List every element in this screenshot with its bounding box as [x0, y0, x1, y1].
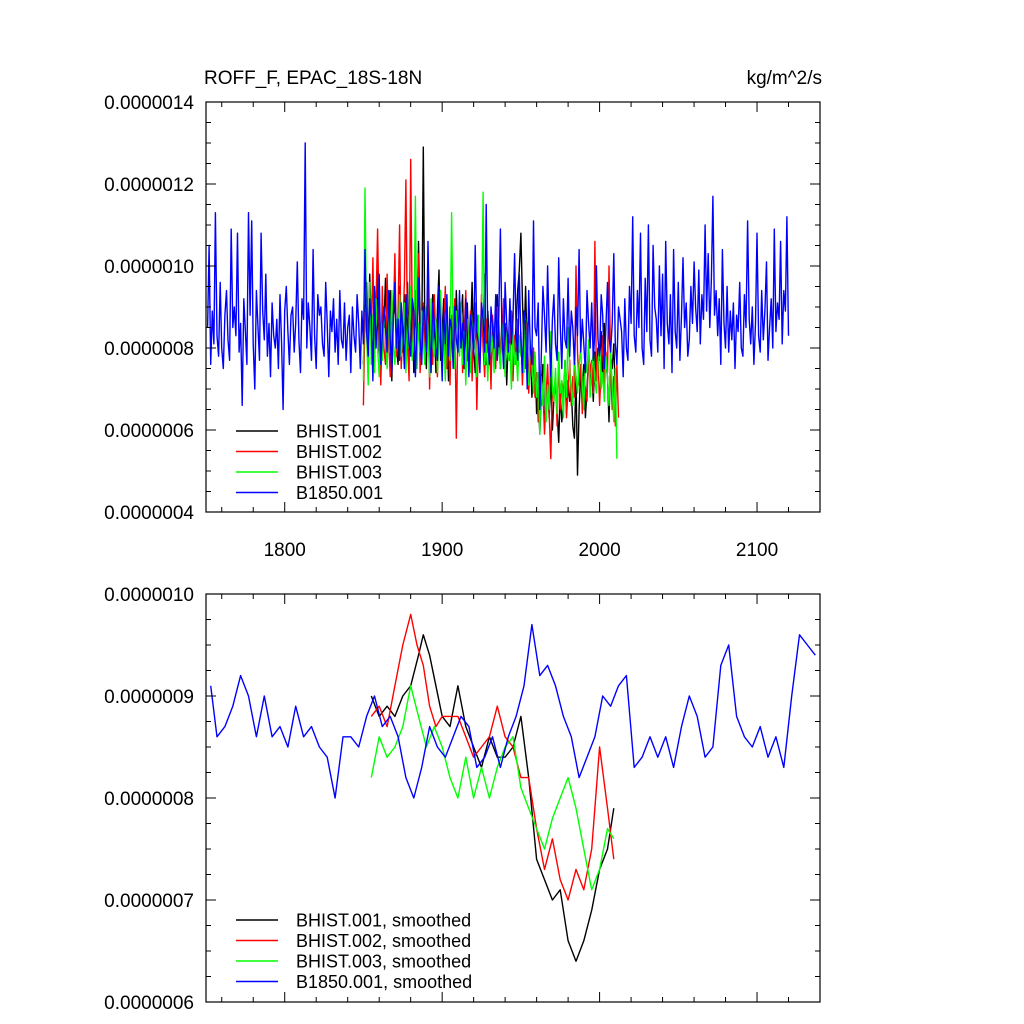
x-tick-label: 2000	[578, 540, 620, 561]
chart-title-left: ROFF_F, EPAC_18S-18N	[204, 68, 422, 89]
y-tick-label: 0.0000007	[104, 891, 194, 912]
y-tick-label: 0.0000006	[104, 421, 194, 442]
legend-label: BHIST.003, smoothed	[296, 952, 471, 972]
y-tick-label: 0.0000006	[104, 993, 194, 1014]
legend-label: B1850.001	[296, 483, 383, 503]
y-tick-label: 0.0000004	[104, 503, 194, 524]
series-line-b1850-001-smoothed	[210, 623, 816, 799]
y-tick-label: 0.0000008	[104, 789, 194, 810]
x-tick-label: 1900	[421, 540, 463, 561]
bottom-panel-smoothed: 0.0000006 0.0000007 0.0000008 0.0000009 0.00…	[104, 585, 821, 1014]
legend-label: BHIST.001	[296, 422, 382, 442]
legend-label: BHIST.001, smoothed	[296, 911, 471, 931]
legend-label: BHIST.003	[296, 463, 382, 483]
legend-label: BHIST.002	[296, 442, 382, 462]
y-tick-label: 0.0000008	[104, 339, 194, 360]
y-tick-label: 0.0000014	[104, 93, 194, 114]
series-line-b1850-001	[206, 142, 790, 411]
top-panel-raw: ROFF_F, EPAC_18S-18N kg/m^2/s 1800 1900 20…	[104, 68, 822, 561]
y-tick-label: 0.0000010	[104, 585, 194, 606]
series-line-bhist-002-smoothed	[370, 613, 615, 901]
x-tick-label: 1800	[264, 540, 306, 561]
series-line-bhist-003-smoothed	[370, 685, 615, 891]
legend-label: B1850.001, smoothed	[296, 972, 472, 992]
series-line-bhist-002	[362, 158, 620, 460]
y-tick-label: 0.0000012	[104, 175, 194, 196]
legend-label: BHIST.002, smoothed	[296, 931, 471, 951]
y-tick-label: 0.0000009	[104, 687, 194, 708]
x-tick-label: 2100	[736, 540, 778, 561]
y-tick-label: 0.0000010	[104, 257, 194, 278]
chart-title-units: kg/m^2/s	[747, 68, 822, 89]
